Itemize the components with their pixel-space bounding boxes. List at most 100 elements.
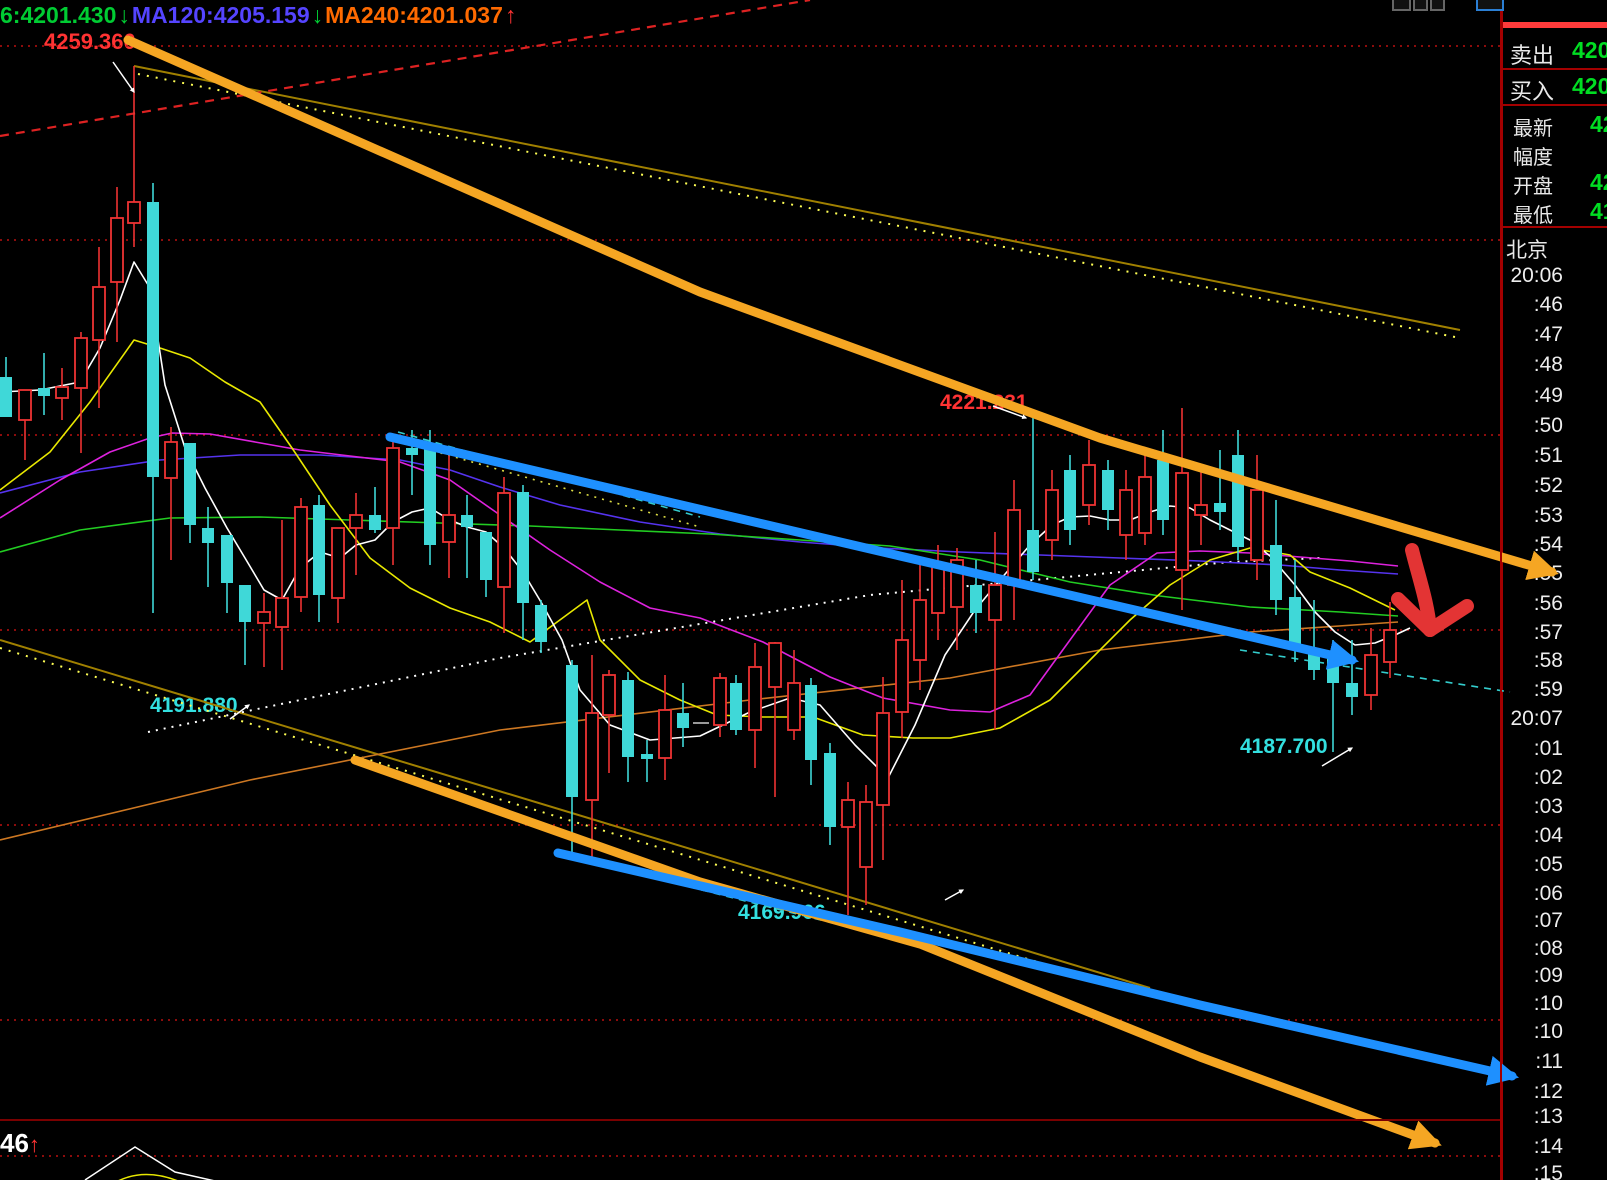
- candle: [221, 535, 233, 613]
- candle: [859, 785, 873, 905]
- ma60-green: [0, 516, 1399, 617]
- window-control-icon[interactable]: [1413, 0, 1428, 11]
- blue-trend-arrow-2: [553, 848, 1520, 1086]
- candle: [406, 430, 418, 495]
- time-label: :11: [1535, 1050, 1563, 1073]
- candle: [602, 670, 616, 773]
- upper-channel-dots: [137, 73, 1461, 339]
- candle: [895, 580, 909, 738]
- ma-indicator-header: 6:4201.430↓MA120:4205.159↓MA240:4201.037…: [0, 2, 518, 29]
- candle: [1308, 600, 1320, 680]
- window-control-icon[interactable]: [1392, 0, 1411, 11]
- sell-label: 卖出: [1510, 43, 1555, 68]
- candle: [424, 430, 436, 565]
- orange-trend-arrow-1: [123, 35, 1559, 581]
- candle: [147, 183, 159, 613]
- candle: [1327, 640, 1339, 752]
- candle: [497, 477, 511, 633]
- candle: [988, 532, 1002, 730]
- candle: [55, 368, 69, 420]
- open-value: 42: [1590, 169, 1607, 195]
- candle: [805, 678, 817, 785]
- red-down-arrow: [1391, 592, 1437, 637]
- sell-value: 420: [1572, 37, 1607, 63]
- time-label: :06: [1533, 882, 1563, 905]
- time-label: :50: [1533, 414, 1563, 437]
- latest-value: 42: [1590, 111, 1607, 137]
- candle: [1250, 455, 1264, 580]
- candle: [202, 507, 214, 587]
- candle: [730, 675, 742, 735]
- subchart-value-number: 46: [0, 1128, 29, 1158]
- time-label: :14: [1533, 1135, 1563, 1158]
- ma30-magenta: [0, 432, 1399, 713]
- ma-value: ↑: [504, 2, 517, 28]
- candle: [677, 683, 689, 747]
- time-label: :07: [1533, 909, 1563, 932]
- candle: [1289, 560, 1301, 662]
- candle: [1364, 628, 1378, 710]
- candle: [1346, 640, 1358, 715]
- time-label: :09: [1533, 964, 1563, 987]
- candle: [658, 675, 672, 780]
- candle: [1007, 480, 1021, 620]
- time-label: :57: [1533, 621, 1563, 644]
- low-value: 41: [1590, 198, 1607, 224]
- chart-mode-icon[interactable]: [1476, 0, 1504, 11]
- candle: [349, 493, 363, 575]
- candle: [275, 520, 289, 670]
- cyan-dash-b: [1239, 649, 1511, 693]
- candle: [331, 527, 345, 623]
- time-label: :55: [1533, 562, 1563, 585]
- candle: [517, 485, 529, 640]
- candle: [748, 643, 762, 768]
- time-label: :10: [1533, 992, 1563, 1015]
- candle: [535, 600, 547, 653]
- time-label: :46: [1533, 293, 1563, 316]
- up-arrow-icon: ↑: [28, 1132, 40, 1157]
- candle: [713, 673, 727, 737]
- candle: [876, 677, 890, 860]
- panel-top-bar: [1503, 22, 1607, 28]
- time-label: :03: [1533, 795, 1563, 818]
- yellow-dots-a: [401, 441, 701, 528]
- candle: [442, 453, 456, 578]
- time-label: :05: [1533, 853, 1563, 876]
- candle: [18, 389, 32, 460]
- orange-trend-arrow-2: [350, 755, 1442, 1150]
- quote-panel: 卖出 420 买入 420 最新 42 幅度 开盘 42 最低 41 北京 20…: [1501, 0, 1607, 1180]
- time-label: :02: [1533, 766, 1563, 789]
- candle: [164, 427, 178, 560]
- candle: [1232, 430, 1244, 560]
- time-label: :59: [1533, 678, 1563, 701]
- price-annotation: 4169.966: [738, 901, 826, 924]
- candle: [1064, 455, 1076, 545]
- time-label: :01: [1533, 737, 1563, 760]
- candle: [1082, 440, 1096, 525]
- window-control-icon[interactable]: [1430, 0, 1445, 11]
- candle: [566, 660, 578, 858]
- candle: [0, 357, 12, 417]
- timezone-city-label: 北京: [1506, 239, 1548, 262]
- candle: [1157, 430, 1169, 535]
- cyan-dash-c: [574, 857, 901, 941]
- time-label: :58: [1533, 649, 1563, 672]
- candle: [74, 332, 88, 453]
- candle: [950, 548, 964, 650]
- peak-pointer: [112, 61, 135, 93]
- candle: [768, 642, 782, 797]
- time-label: :48: [1533, 353, 1563, 376]
- time-label: :08: [1533, 937, 1563, 960]
- candle: [461, 495, 473, 578]
- candle: [585, 655, 599, 858]
- ma-value: 6:4201.430: [0, 2, 117, 28]
- price-annotation: 4259.360: [44, 29, 136, 54]
- candle: [110, 187, 124, 342]
- candle: [294, 498, 308, 612]
- time-label: :53: [1533, 504, 1563, 527]
- candle: [1027, 418, 1039, 580]
- ma-value: ↓: [118, 2, 130, 28]
- candle: [622, 672, 634, 782]
- time-label: :04: [1533, 824, 1563, 847]
